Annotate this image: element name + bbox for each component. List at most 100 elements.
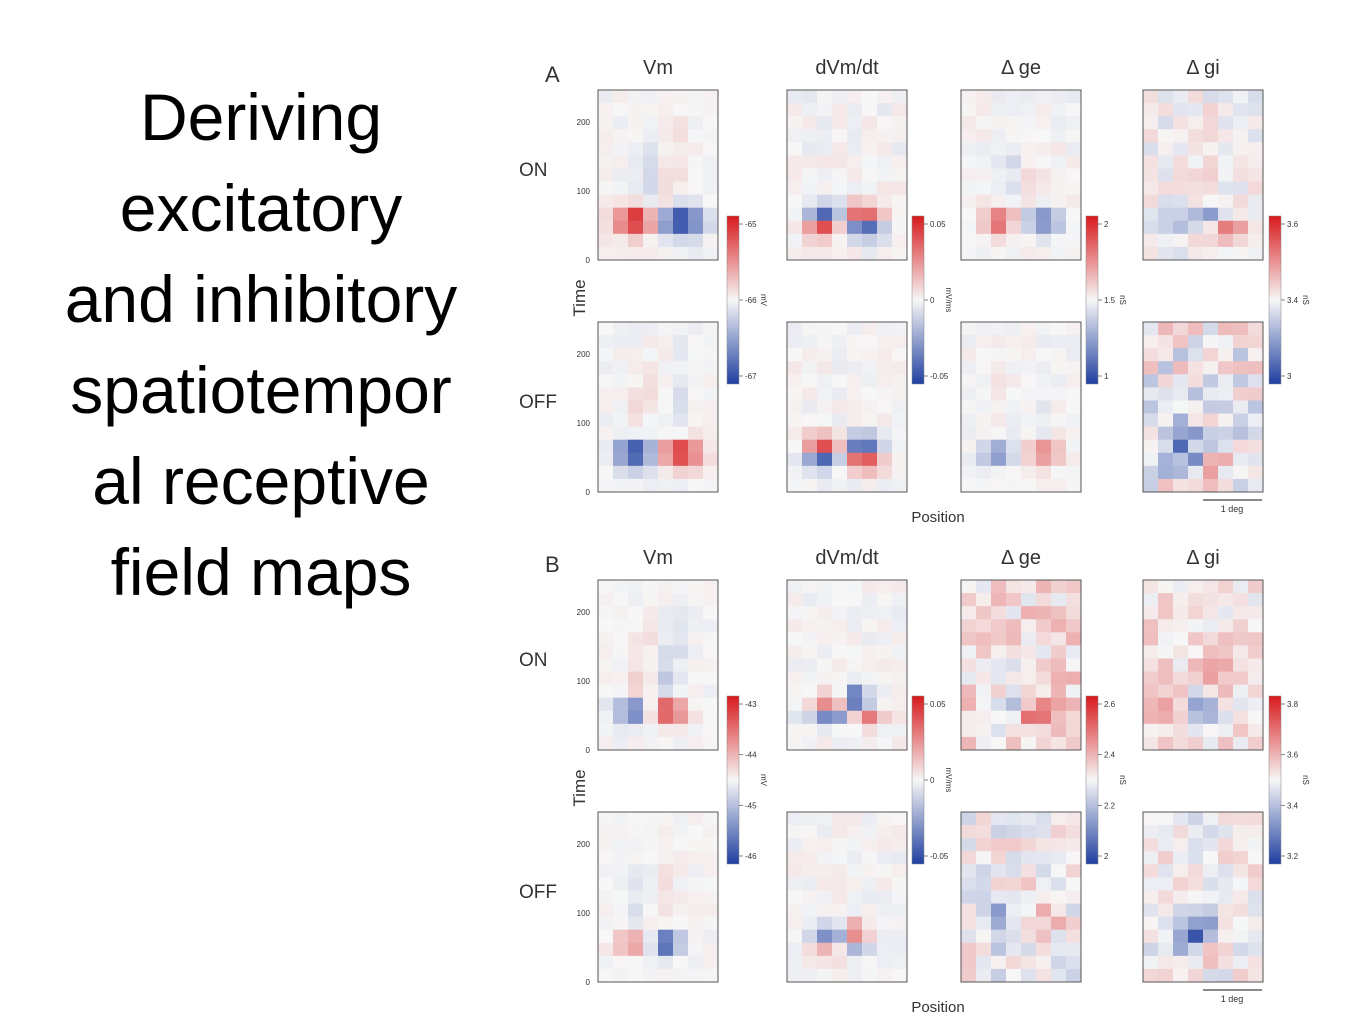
heatmap-cell [1143, 619, 1159, 633]
heatmap-cell [1051, 697, 1067, 712]
heatmap-cell [847, 142, 863, 156]
heatmap-cell [961, 335, 977, 349]
heatmap-cell [1066, 335, 1082, 349]
heatmap-cell [862, 155, 878, 169]
heatmap-cell [1248, 168, 1264, 182]
heatmap-cell [1188, 374, 1204, 388]
heatmap-cell [976, 452, 992, 467]
heatmap-cell [1233, 452, 1249, 467]
heatmap-cell [961, 478, 977, 493]
map-frame [786, 89, 908, 261]
heatmap-cell [628, 361, 644, 375]
title-line: and inhibitory [64, 262, 458, 337]
heatmap-cell [1021, 929, 1037, 944]
heatmap-cell [1203, 736, 1219, 751]
heatmap-cell [613, 452, 629, 467]
heatmap-cell [1021, 439, 1037, 454]
heatmap-cell [1248, 90, 1264, 104]
map-frame [597, 579, 719, 751]
heatmap-cell [892, 825, 908, 839]
heatmap-cell [658, 207, 674, 222]
heatmap-cell [961, 916, 977, 931]
heatmap-cell [847, 220, 863, 235]
heatmap-cell [976, 181, 992, 196]
heatmap-cell [1158, 632, 1174, 646]
heatmap-cell [598, 955, 614, 970]
heatmap-cell [892, 103, 908, 117]
heatmap-cell [817, 903, 833, 918]
heatmap-cell [877, 929, 893, 944]
y-tick-label: 200 [577, 840, 591, 849]
heatmap-cell [877, 452, 893, 467]
heatmap-cell [877, 413, 893, 428]
heatmap-cell [1203, 452, 1219, 467]
heatmap-cell [1158, 968, 1174, 983]
heatmap-cell [991, 903, 1007, 918]
heatmap-cell [991, 877, 1007, 891]
heatmap-cell [613, 374, 629, 388]
heatmap-cell [1143, 606, 1159, 620]
y-tick-label: 200 [577, 608, 591, 617]
heatmap-cell [1218, 387, 1234, 401]
heatmap-cell [673, 116, 689, 130]
heatmap-cell [688, 348, 704, 362]
heatmap-cell [688, 903, 704, 918]
heatmap-cell [1248, 322, 1264, 336]
heatmap-cell [1188, 207, 1204, 222]
heatmap-cell [832, 606, 848, 620]
heatmap-cell [1218, 142, 1234, 156]
heatmap-cell [991, 645, 1007, 659]
heatmap-cell [802, 580, 818, 594]
heatmap-cell [847, 942, 863, 957]
heatmap-cell [1006, 155, 1022, 169]
heatmap-cell [1248, 955, 1264, 970]
heatmap-cell [658, 580, 674, 594]
heatmap-cell [1143, 400, 1159, 414]
heatmap-cell [832, 710, 848, 725]
heatmap-cell [1051, 916, 1067, 931]
heatmap-cell [613, 155, 629, 169]
heatmap-cell [787, 246, 803, 261]
heatmap-cell [976, 348, 992, 362]
heatmap-cell [688, 942, 704, 957]
heatmap-cell [802, 812, 818, 826]
heatmap-cell [892, 619, 908, 633]
heatmap-cell [877, 194, 893, 209]
heatmap-cell [832, 812, 848, 826]
heatmap-cell [1066, 90, 1082, 104]
heatmap-cell [892, 916, 908, 931]
heatmap-cell [961, 181, 977, 196]
heatmap-cell [1218, 942, 1234, 957]
heatmap-cell [643, 155, 659, 169]
heatmap-cell [1173, 361, 1189, 375]
heatmap-cell [802, 181, 818, 196]
heatmap-cell [1188, 168, 1204, 182]
heatmap-cell [628, 233, 644, 248]
heatmap-cell [1051, 671, 1067, 686]
heatmap-cell [613, 413, 629, 428]
heatmap-cell [1218, 838, 1234, 852]
heatmap-cell [688, 632, 704, 646]
heatmap-cell [847, 194, 863, 209]
heatmap-cell [1051, 968, 1067, 983]
heatmap-cell [598, 658, 614, 672]
heatmap-cell [832, 903, 848, 918]
heatmap-cell [1066, 864, 1082, 878]
heatmap-cell [1036, 246, 1052, 261]
heatmap-cell [787, 181, 803, 196]
heatmap-cell [862, 645, 878, 659]
heatmap-cell [1051, 929, 1067, 944]
heatmap-cell [1218, 593, 1234, 607]
heatmap-cell [976, 361, 992, 375]
heatmap-cell [1233, 580, 1249, 594]
heatmap-cell [1143, 452, 1159, 467]
heatmap-cell [1233, 671, 1249, 686]
heatmap-cell [847, 606, 863, 620]
heatmap-cell [961, 194, 977, 209]
heatmap-cell [892, 142, 908, 156]
heatmap-cell [1248, 465, 1264, 480]
heatmap-cell [688, 968, 704, 983]
heatmap-cell [643, 838, 659, 852]
heatmap-cell [673, 684, 689, 699]
heatmap-cell [1006, 955, 1022, 970]
